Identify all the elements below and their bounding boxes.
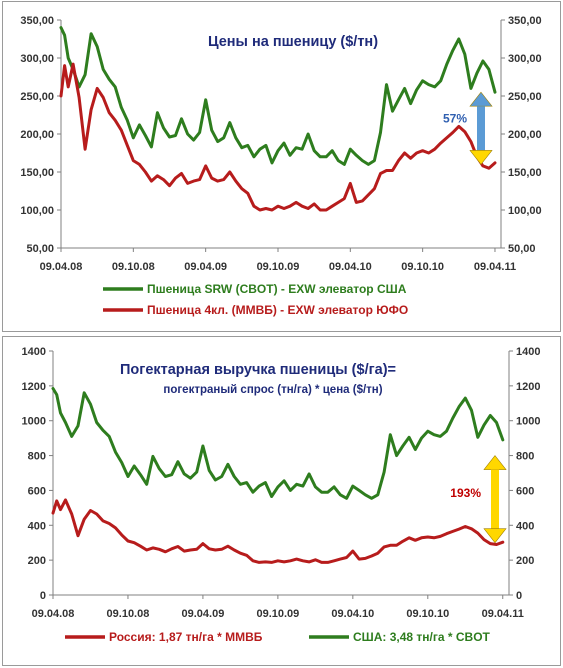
y-tick-label-right: 150,00 — [508, 167, 542, 179]
chart-panel-wheat-prices: 50,00 50,00 100,00 100,00 150,00 150,00 200,00… — [2, 1, 561, 332]
y-tick-label: 1000 — [22, 416, 46, 428]
y-tick-label: 0 — [40, 590, 46, 602]
arrow-shaft — [491, 469, 499, 529]
chart-legend: Россия: 1,87 тн/га * ММВБ США: 3,48 тн/га… — [65, 630, 491, 644]
arrow-shaft — [477, 106, 485, 151]
y-tick-label: 200,00 — [20, 129, 54, 141]
arrow-head-up — [483, 455, 507, 470]
y-tick-label: 800 — [28, 451, 46, 463]
x-tick-label: 09.04.10 — [331, 608, 374, 620]
y-tick-label-right: 200 — [516, 555, 534, 567]
legend-label-red: Россия: 1,87 тн/га * ММВБ — [109, 630, 263, 644]
x-tick-label: 09.04.08 — [32, 608, 75, 620]
y-tick-label-right: 400 — [516, 520, 534, 532]
y-tick-label: 250,00 — [20, 91, 54, 103]
chart-title: Погектарная выручка пшеницы ($/га)= — [120, 362, 396, 378]
legend-label-green: Пшеница SRW (CBOT) - EXW элеватор США — [147, 282, 407, 296]
chart-axes: 0 0 200 200 400 400 600 600 800 800 1000 1000 1200 12… — [22, 346, 541, 620]
series-line-red — [51, 498, 505, 564]
x-tick-label: 09.04.09 — [182, 608, 225, 620]
y-tick-label: 50,00 — [26, 243, 54, 255]
x-tick-label: 09.10.09 — [257, 261, 300, 273]
chart-legend: Пшеница SRW (CBOT) - EXW элеватор США Пше… — [103, 282, 408, 317]
y-tick-label-right: 100,00 — [508, 205, 542, 217]
y-tick-label-right: 0 — [516, 590, 522, 602]
chart-title: Цены на пшеницу ($/тн) — [208, 34, 378, 50]
y-tick-label: 100,00 — [20, 205, 54, 217]
y-tick-label-right: 1200 — [516, 381, 540, 393]
y-tick-label: 200 — [28, 555, 46, 567]
legend-label-green: США: 3,48 тн/га * CBOT — [353, 630, 491, 644]
y-tick-label: 350,00 — [20, 15, 54, 27]
y-tick-label-right: 50,00 — [508, 243, 536, 255]
series-line-green — [51, 387, 505, 500]
series-lines — [51, 387, 505, 564]
y-tick-label: 1400 — [22, 346, 46, 358]
arrow-head-down — [483, 528, 507, 544]
x-tick-label: 09.10.10 — [401, 261, 444, 273]
revenue-per-hectare-chart: 0 0 200 200 400 400 600 600 800 800 1000 1000 1200 12… — [22, 346, 541, 644]
y-tick-label-right: 1000 — [516, 416, 540, 428]
y-tick-label-right: 250,00 — [508, 91, 542, 103]
wheat-price-chart: 50,00 50,00 100,00 100,00 150,00 150,00 200,00… — [20, 15, 541, 317]
y-tick-label: 400 — [28, 520, 46, 532]
percent-arrow: 193% — [450, 455, 507, 544]
y-tick-label-right: 1400 — [516, 346, 540, 358]
x-tick-label: 09.10.09 — [256, 608, 299, 620]
arrow-head-down — [469, 150, 493, 165]
arrow-head-up — [469, 91, 493, 107]
y-tick-label-right: 200,00 — [508, 129, 542, 141]
y-tick-label-right: 300,00 — [508, 53, 542, 65]
y-tick-label: 150,00 — [20, 167, 54, 179]
chart-subtitle: погектраный спрос (тн/га) * цена ($/тн) — [163, 384, 382, 396]
x-tick-label: 09.04.11 — [474, 261, 516, 273]
x-tick-label: 09.04.11 — [482, 608, 524, 620]
x-tick-label: 09.10.10 — [406, 608, 449, 620]
y-tick-label-right: 800 — [516, 451, 534, 463]
chart-panel-revenue-per-hectare: 0 0 200 200 400 400 600 600 800 800 1000 1000 1200 12… — [2, 336, 561, 666]
x-tick-label: 09.10.08 — [112, 261, 155, 273]
x-tick-label: 09.04.09 — [184, 261, 227, 273]
percent-label: 193% — [450, 486, 481, 500]
x-tick-label: 09.04.08 — [40, 261, 83, 273]
series-line-red — [59, 62, 497, 212]
legend-label-red: Пшеница 4кл. (ММВБ) - EXW элеватор ЮФО — [147, 303, 408, 317]
x-tick-label: 09.10.08 — [107, 608, 150, 620]
percent-label: 57% — [443, 111, 467, 125]
x-tick-label: 09.04.10 — [329, 261, 372, 273]
percent-arrow: 57% — [443, 91, 493, 165]
y-tick-label: 600 — [28, 485, 46, 497]
y-tick-label: 300,00 — [20, 53, 54, 65]
y-tick-label-right: 350,00 — [508, 15, 542, 27]
y-tick-label: 1200 — [22, 381, 46, 393]
y-tick-label-right: 600 — [516, 485, 534, 497]
series-line-green — [59, 26, 497, 166]
series-lines — [59, 26, 497, 212]
chart-axes: 50,00 50,00 100,00 100,00 150,00 150,00 200,00… — [20, 15, 541, 273]
